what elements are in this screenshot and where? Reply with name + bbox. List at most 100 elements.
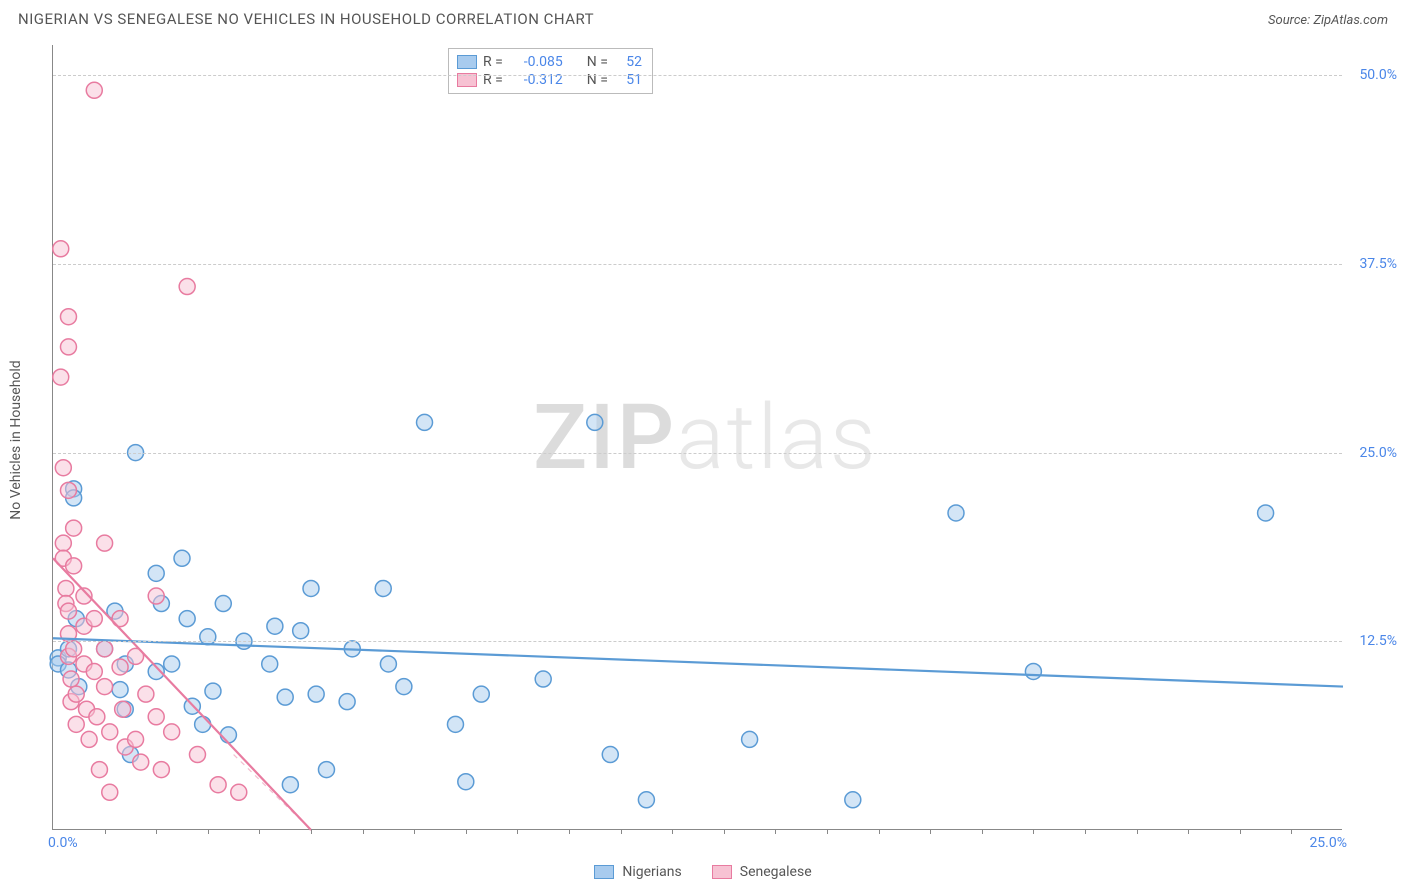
data-point — [81, 731, 97, 747]
data-point — [60, 309, 76, 325]
x-tick — [982, 829, 983, 834]
data-point — [262, 656, 278, 672]
data-point — [102, 784, 118, 800]
data-point — [148, 565, 164, 581]
data-point — [845, 792, 861, 808]
gridline — [53, 75, 1342, 76]
x-tick — [930, 829, 931, 834]
data-point — [112, 682, 128, 698]
data-point — [86, 82, 102, 98]
x-tick — [259, 829, 260, 834]
legend-label: Senegalese — [740, 864, 812, 880]
data-point — [60, 339, 76, 355]
x-tick — [517, 829, 518, 834]
plot-area: ZIPatlas R = -0.085N = 52R = -0.312N = 5… — [52, 45, 1342, 830]
data-point — [602, 747, 618, 763]
chart-title: NIGERIAN VS SENEGALESE NO VEHICLES IN HO… — [18, 10, 594, 28]
data-point — [380, 656, 396, 672]
data-point — [112, 659, 128, 675]
data-point — [179, 279, 195, 295]
data-point — [68, 686, 84, 702]
data-point — [318, 762, 334, 778]
data-point — [948, 505, 964, 521]
data-point — [89, 709, 105, 725]
data-point — [128, 731, 144, 747]
scatter-svg — [53, 45, 1342, 829]
legend-label: Nigerians — [622, 864, 681, 880]
data-point — [308, 686, 324, 702]
data-point — [55, 535, 71, 551]
data-point — [97, 641, 113, 657]
data-point — [97, 535, 113, 551]
gridline — [53, 641, 1342, 642]
x-tick — [1085, 829, 1086, 834]
data-point — [133, 754, 149, 770]
x-tick — [1240, 829, 1241, 834]
legend-item: Senegalese — [712, 864, 812, 880]
data-point — [53, 369, 69, 385]
legend-swatch — [712, 865, 732, 879]
y-axis-label: No Vehicles in Household — [8, 360, 24, 519]
data-point — [447, 716, 463, 732]
x-tick — [569, 829, 570, 834]
data-point — [396, 679, 412, 695]
data-point — [66, 641, 82, 657]
data-point — [164, 656, 180, 672]
y-tick-label: 50.0% — [1347, 67, 1397, 83]
data-point — [200, 629, 216, 645]
data-point — [473, 686, 489, 702]
data-point — [1258, 505, 1274, 521]
y-tick-label: 37.5% — [1347, 256, 1397, 272]
data-point — [66, 558, 82, 574]
data-point — [303, 580, 319, 596]
data-point — [195, 716, 211, 732]
data-point — [53, 241, 69, 257]
data-point — [91, 762, 107, 778]
data-point — [86, 611, 102, 627]
data-point — [375, 580, 391, 596]
data-point — [277, 689, 293, 705]
data-point — [339, 694, 355, 710]
x-tick — [1188, 829, 1189, 834]
data-point — [115, 701, 131, 717]
data-point — [638, 792, 654, 808]
data-point — [417, 414, 433, 430]
x-tick — [1137, 829, 1138, 834]
x-tick-label: 25.0% — [1309, 835, 1347, 851]
x-tick — [156, 829, 157, 834]
series-legend: Nigerians Senegalese — [0, 864, 1406, 880]
data-point — [293, 623, 309, 639]
y-tick-label: 12.5% — [1347, 633, 1397, 649]
data-point — [55, 460, 71, 476]
x-tick — [311, 829, 312, 834]
trend-line — [53, 558, 311, 830]
data-point — [97, 679, 113, 695]
data-point — [58, 580, 74, 596]
data-point — [164, 724, 180, 740]
data-point — [138, 686, 154, 702]
data-point — [220, 727, 236, 743]
legend-swatch — [594, 865, 614, 879]
source-attribution: Source: ZipAtlas.com — [1268, 13, 1388, 28]
data-point — [458, 774, 474, 790]
data-point — [63, 671, 79, 687]
x-tick — [466, 829, 467, 834]
y-tick-label: 25.0% — [1347, 445, 1397, 461]
data-point — [102, 724, 118, 740]
data-point — [179, 611, 195, 627]
x-tick — [1291, 829, 1292, 834]
data-point — [215, 596, 231, 612]
data-point — [267, 618, 283, 634]
data-point — [205, 683, 221, 699]
legend-item: Nigerians — [594, 864, 681, 880]
data-point — [535, 671, 551, 687]
x-tick — [208, 829, 209, 834]
data-point — [189, 747, 205, 763]
x-tick — [621, 829, 622, 834]
x-tick — [775, 829, 776, 834]
x-tick — [879, 829, 880, 834]
data-point — [66, 520, 82, 536]
data-point — [742, 731, 758, 747]
data-point — [86, 663, 102, 679]
data-point — [587, 414, 603, 430]
